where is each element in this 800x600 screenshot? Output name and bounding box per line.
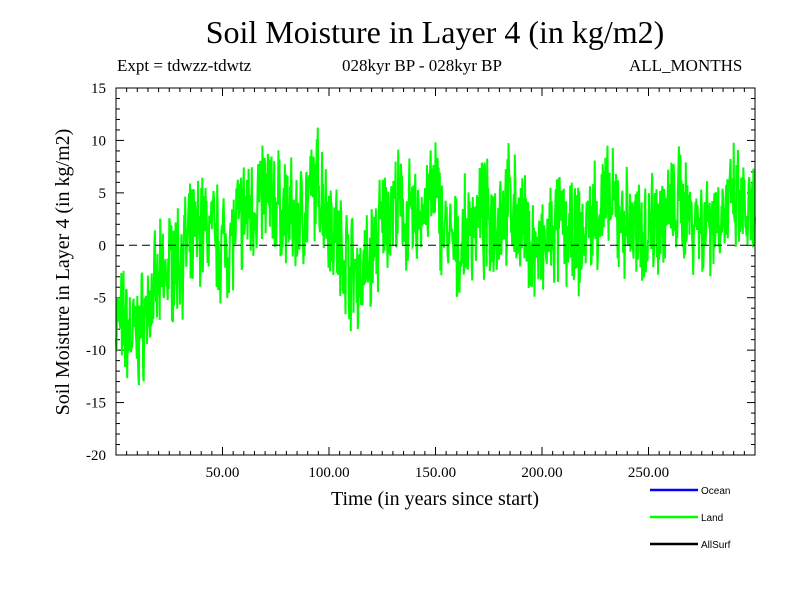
y-tick-label: -5 [94, 291, 107, 307]
y-tick-label: 0 [99, 238, 107, 254]
x-tick-label: 100.00 [308, 465, 349, 481]
x-axis-label: Time (in years since start) [331, 488, 539, 510]
chart-title: Soil Moisture in Layer 4 (in kg/m2) [205, 14, 665, 50]
season-label: ALL_MONTHS [629, 56, 743, 75]
y-tick-label: -10 [86, 343, 106, 359]
legend-label-land: Land [701, 513, 723, 524]
x-tick-label: 200.00 [521, 465, 562, 481]
y-axis-label: Soil Moisture in Layer 4 (in kg/m2) [52, 129, 74, 416]
x-tick-label: 250.00 [628, 465, 669, 481]
plot-frame [115, 87, 756, 456]
x-tick-label: 150.00 [415, 465, 456, 481]
series-line-land [115, 127, 756, 386]
y-tick-labels: -20 -15 -10 -5 0 5 10 15 [86, 81, 106, 464]
legend-label-allsurf: AllSurf [701, 540, 731, 551]
x-tick-labels: 50.00 100.00 150.00 200.00 250.00 [206, 465, 670, 481]
y-tick-label: 15 [91, 81, 106, 97]
legend-label-ocean: Ocean [701, 486, 730, 497]
tick-marks [115, 87, 756, 456]
y-tick-label: 5 [99, 186, 107, 202]
experiment-label: Expt = tdwzz-tdwtz [117, 56, 252, 75]
y-tick-label: -15 [86, 396, 106, 412]
legend: Ocean Land AllSurf [650, 486, 731, 551]
data-layer [115, 127, 756, 386]
period-label: 028kyr BP - 028kyr BP [342, 56, 502, 75]
y-tick-label: 10 [91, 133, 106, 149]
y-tick-label: -20 [86, 448, 106, 464]
x-tick-label: 50.00 [206, 465, 240, 481]
